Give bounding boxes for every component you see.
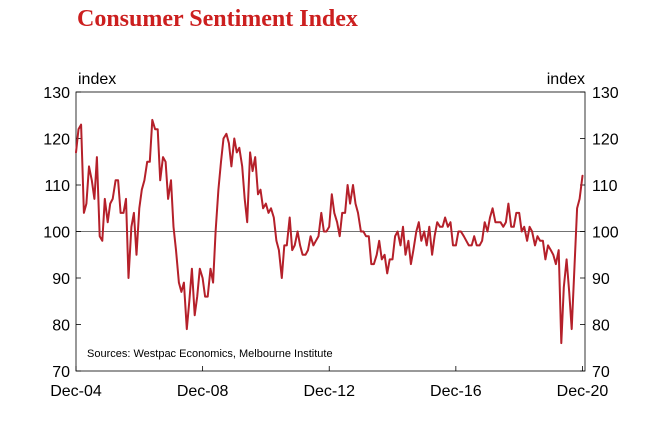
right-tick-label-130: 130 — [592, 85, 619, 102]
x-tick-label-Dec-20: Dec-20 — [557, 383, 609, 400]
left-tick-label-90: 90 — [52, 271, 70, 288]
x-axis-labels: Dec-04 Dec-08 Dec-12 Dec-16 Dec-20 — [50, 383, 608, 400]
right-axis-labels: 70 80 90 100 110 120 130 — [592, 85, 619, 381]
left-tick-label-110: 110 — [44, 178, 70, 195]
sentiment-series-line — [75, 118, 584, 345]
x-tick-label-Dec-16: Dec-16 — [430, 383, 482, 400]
x-tick-label-Dec-12: Dec-12 — [303, 383, 355, 400]
right-tick-label-100: 100 — [592, 225, 619, 242]
right-tick-label-110: 110 — [592, 178, 618, 195]
right-tick-label-70: 70 — [592, 364, 610, 381]
x-tick-label-Dec-04: Dec-04 — [50, 383, 102, 400]
left-tick-label-120: 120 — [43, 132, 70, 149]
left-axis-unit-label: index — [78, 71, 116, 88]
right-axis-ticks — [580, 91, 585, 372]
left-tick-label-130: 130 — [43, 85, 70, 102]
right-axis-unit-label: index — [547, 71, 585, 88]
left-tick-label-70: 70 — [52, 364, 70, 381]
left-axis-labels: 70 80 90 100 110 120 130 — [43, 85, 70, 381]
right-tick-label-90: 90 — [592, 271, 610, 288]
x-tick-label-Dec-08: Dec-08 — [177, 383, 229, 400]
right-tick-label-80: 80 — [592, 318, 610, 335]
source-note: Sources: Westpac Economics, Melbourne In… — [87, 348, 333, 360]
left-tick-label-100: 100 — [43, 225, 70, 242]
chart-title: Consumer Sentiment Index — [77, 6, 358, 32]
left-tick-label-80: 80 — [52, 318, 70, 335]
right-tick-label-120: 120 — [592, 132, 619, 149]
x-axis-ticks — [75, 366, 583, 371]
